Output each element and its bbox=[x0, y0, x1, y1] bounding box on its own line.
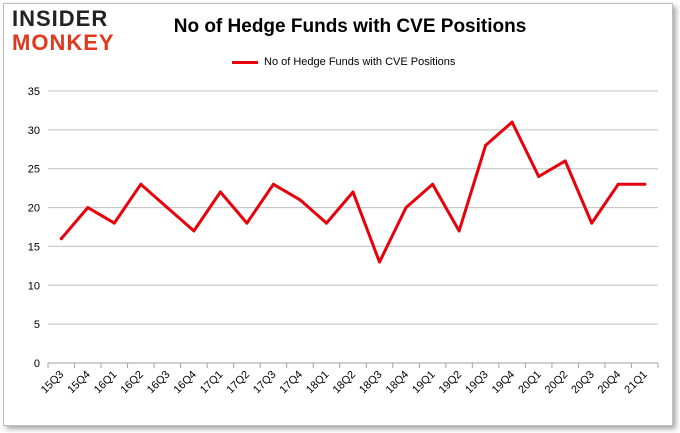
data-point bbox=[324, 221, 328, 225]
data-point bbox=[431, 182, 435, 186]
x-tick-label: 19Q2 bbox=[437, 369, 465, 397]
legend-swatch bbox=[232, 60, 258, 64]
data-point bbox=[86, 206, 90, 210]
x-tick-label: 15Q3 bbox=[39, 369, 67, 397]
data-point bbox=[404, 206, 408, 210]
y-tick-label: 10 bbox=[28, 280, 40, 292]
x-tick-label: 16Q3 bbox=[145, 369, 173, 397]
data-point bbox=[298, 198, 302, 202]
data-point bbox=[245, 221, 249, 225]
x-tick-label: 20Q4 bbox=[596, 369, 624, 397]
y-tick-label: 25 bbox=[28, 164, 40, 176]
chart-frame bbox=[3, 3, 673, 426]
x-tick-label: 15Q4 bbox=[65, 369, 93, 397]
x-tick-label: 17Q2 bbox=[225, 369, 253, 397]
data-point bbox=[484, 143, 488, 147]
y-tick-label: 5 bbox=[34, 319, 40, 331]
x-tick-label: 16Q2 bbox=[118, 369, 146, 397]
x-tick-label: 20Q2 bbox=[543, 369, 571, 397]
logo-line-1: INSIDER bbox=[12, 6, 109, 31]
data-point bbox=[165, 206, 169, 210]
data-point bbox=[457, 229, 461, 233]
x-axis-ticks: 15Q315Q416Q116Q216Q316Q417Q117Q217Q317Q4… bbox=[39, 363, 659, 397]
data-point bbox=[537, 174, 541, 178]
x-tick-label: 17Q4 bbox=[278, 369, 306, 397]
y-tick-label: 30 bbox=[28, 125, 40, 137]
data-point bbox=[643, 182, 647, 186]
x-tick-label: 16Q1 bbox=[92, 369, 120, 397]
x-tick-label: 19Q1 bbox=[410, 369, 438, 397]
data-point bbox=[616, 182, 620, 186]
data-point bbox=[563, 159, 567, 163]
x-tick-label: 17Q1 bbox=[198, 369, 226, 397]
data-point bbox=[590, 221, 594, 225]
y-tick-label: 0 bbox=[34, 358, 40, 370]
data-point bbox=[510, 120, 514, 124]
x-tick-label: 18Q2 bbox=[331, 369, 359, 397]
chart-title: No of Hedge Funds with CVE Positions bbox=[173, 16, 527, 37]
insider-monkey-logo: INSIDER MONKEY bbox=[12, 8, 130, 56]
x-tick-label: 19Q3 bbox=[463, 369, 491, 397]
data-point bbox=[112, 221, 116, 225]
series-group bbox=[59, 120, 647, 264]
gridlines bbox=[48, 90, 658, 325]
y-axis-ticks: 0 5 10 15 20 25 30 35 bbox=[28, 86, 40, 370]
data-point bbox=[59, 237, 63, 241]
x-tick-label: 19Q4 bbox=[490, 369, 518, 397]
x-tick-label: 17Q3 bbox=[251, 369, 279, 397]
y-tick-label: 20 bbox=[28, 203, 40, 215]
chart-legend: No of Hedge Funds with CVE Positions bbox=[232, 54, 455, 70]
x-tick-label: 20Q1 bbox=[516, 369, 544, 397]
y-tick-label: 35 bbox=[28, 86, 40, 98]
data-point bbox=[218, 190, 222, 194]
data-point bbox=[271, 182, 275, 186]
x-tick-label: 20Q3 bbox=[569, 369, 597, 397]
x-tick-label: 18Q4 bbox=[384, 369, 412, 397]
x-tick-label: 21Q1 bbox=[622, 369, 650, 397]
logo-line-2: MONKEY bbox=[12, 30, 115, 55]
data-point bbox=[351, 190, 355, 194]
data-point bbox=[192, 229, 196, 233]
y-tick-label: 15 bbox=[28, 241, 40, 253]
legend-label: No of Hedge Funds with CVE Positions bbox=[264, 56, 456, 68]
x-tick-label: 16Q4 bbox=[171, 369, 199, 397]
data-point bbox=[139, 182, 143, 186]
x-tick-label: 18Q3 bbox=[357, 369, 385, 397]
x-tick-label: 18Q1 bbox=[304, 369, 332, 397]
data-point bbox=[378, 260, 382, 264]
